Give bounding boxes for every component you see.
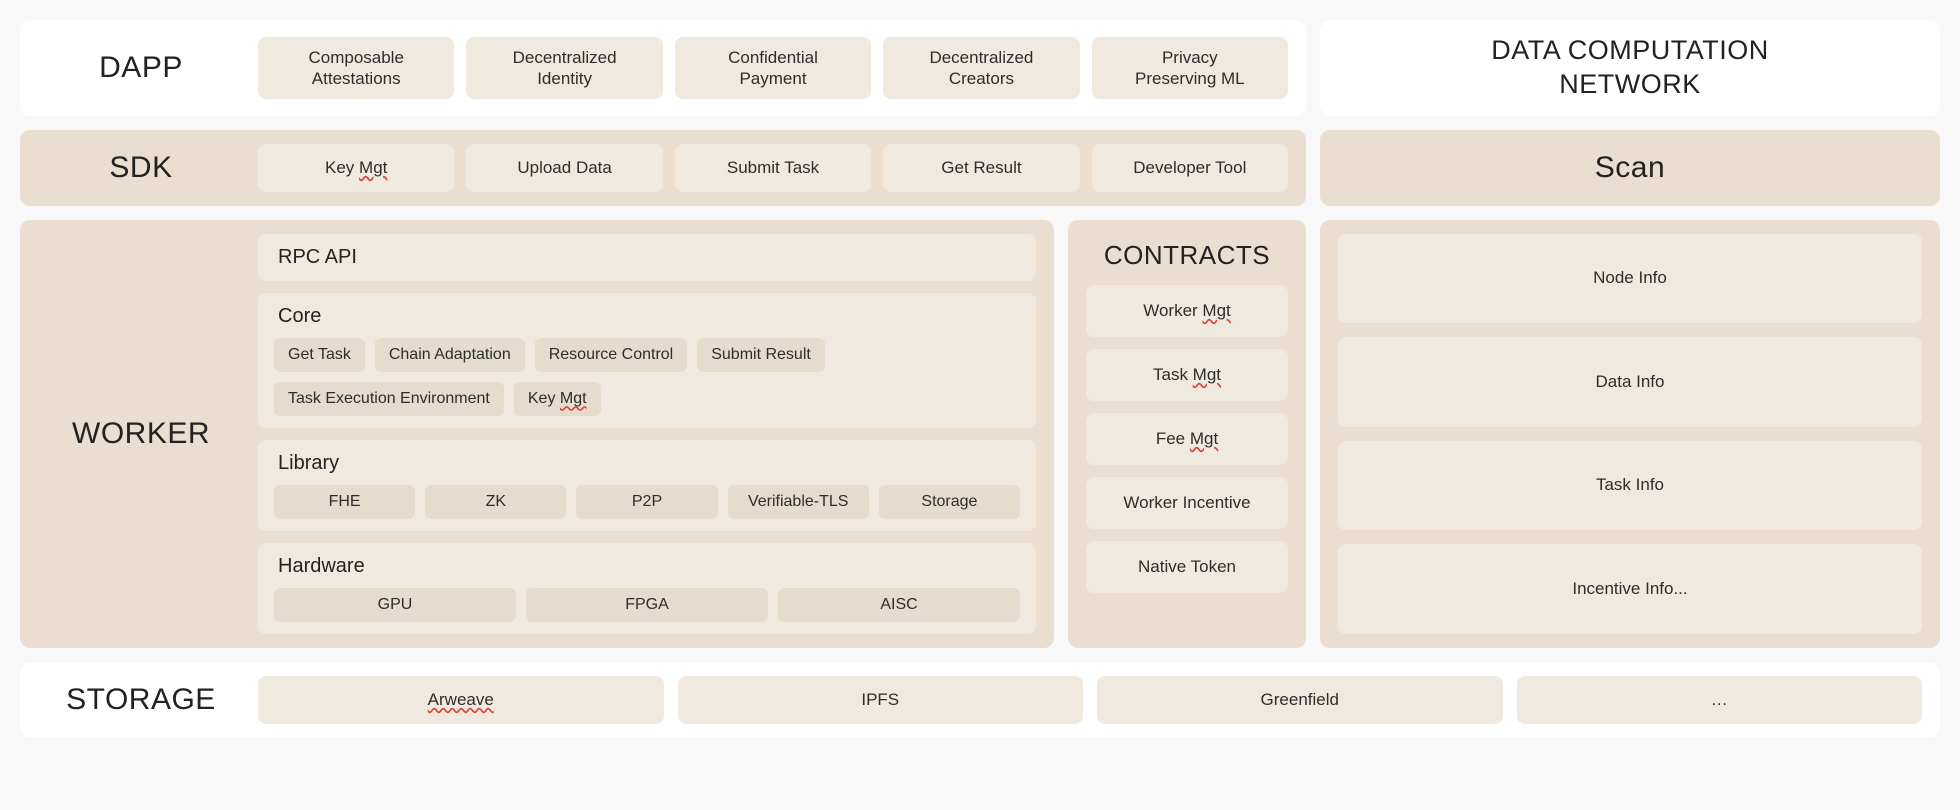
sdk-item: Developer Tool — [1092, 144, 1288, 192]
sdk-item: Upload Data — [466, 144, 662, 192]
core-item: Task Execution Environment — [274, 382, 504, 416]
core-item: Chain Adaptation — [375, 338, 525, 372]
dapp-panel: DAPP Composable Attestations Decentraliz… — [20, 20, 1306, 116]
scan-title: Scan — [1595, 151, 1665, 185]
scan-item: Node Info — [1338, 234, 1922, 324]
dcn-title: DATA COMPUTATION NETWORK — [1491, 34, 1769, 102]
worker-hardware: Hardware GPU FPGA AISC — [258, 543, 1036, 634]
sdk-item: Submit Task — [675, 144, 871, 192]
scan-item: Data Info — [1338, 337, 1922, 427]
library-title: Library — [274, 452, 1020, 475]
library-item: Storage — [879, 485, 1020, 519]
contracts-title: CONTRACTS — [1086, 234, 1288, 273]
dcn-panel: DATA COMPUTATION NETWORK — [1320, 20, 1940, 116]
worker-core: Core Get Task Chain Adaptation Resource … — [258, 293, 1036, 428]
dapp-item: Privacy Preserving ML — [1092, 37, 1288, 100]
contracts-item: Worker Incentive — [1086, 477, 1288, 529]
core-item: Get Task — [274, 338, 365, 372]
row-dapp-dcn: DAPP Composable Attestations Decentraliz… — [20, 20, 1940, 116]
worker-panel: WORKER RPC API Core Get Task Chain Adapt… — [20, 220, 1054, 648]
library-item: FHE — [274, 485, 415, 519]
storage-item: … — [1517, 676, 1923, 724]
scan-item: Incentive Info... — [1338, 544, 1922, 634]
storage-item-arweave: Arweave — [258, 676, 664, 724]
core-item: Submit Result — [697, 338, 825, 372]
storage-panel: STORAGE Arweave IPFS Greenfield … — [20, 662, 1940, 738]
rpc-title: RPC API — [274, 246, 1020, 269]
dapp-item: Confidential Payment — [675, 37, 871, 100]
sdk-items: Key Mgt Upload Data Submit Task Get Resu… — [258, 144, 1288, 192]
worker-rpc: RPC API — [258, 234, 1036, 281]
contracts-item: Task Mgt — [1086, 349, 1288, 401]
storage-title: STORAGE — [66, 683, 216, 717]
hardware-title: Hardware — [274, 555, 1020, 578]
row-sdk-scan: SDK Key Mgt Upload Data Submit Task Get … — [20, 130, 1940, 206]
row-worker-contracts-scan: WORKER RPC API Core Get Task Chain Adapt… — [20, 220, 1940, 648]
worker-label: WORKER — [38, 234, 244, 634]
core-item: Resource Control — [535, 338, 688, 372]
library-item: Verifiable-TLS — [728, 485, 869, 519]
hardware-item: FPGA — [526, 588, 768, 622]
worker-library: Library FHE ZK P2P Verifiable-TLS Storag… — [258, 440, 1036, 531]
dapp-title: DAPP — [99, 51, 183, 85]
hardware-item: GPU — [274, 588, 516, 622]
scan-label-panel: Scan — [1320, 130, 1940, 206]
worker-title: WORKER — [72, 417, 210, 451]
sdk-title: SDK — [109, 151, 172, 185]
dapp-item: Composable Attestations — [258, 37, 454, 100]
scan-items-panel: Node Info Data Info Task Info Incentive … — [1320, 220, 1940, 648]
sdk-item-key-mgt: Key Mgt — [258, 144, 454, 192]
scan-item: Task Info — [1338, 441, 1922, 531]
dapp-label: DAPP — [38, 51, 244, 85]
library-item: ZK — [425, 485, 566, 519]
core-items: Get Task Chain Adaptation Resource Contr… — [274, 338, 1020, 416]
sdk-panel: SDK Key Mgt Upload Data Submit Task Get … — [20, 130, 1306, 206]
storage-item: IPFS — [678, 676, 1084, 724]
sdk-label: SDK — [38, 151, 244, 185]
contracts-item: Native Token — [1086, 541, 1288, 593]
core-title: Core — [274, 305, 1020, 328]
dapp-items: Composable Attestations Decentralized Id… — [258, 37, 1288, 100]
core-item-key-mgt: Key Mgt — [514, 382, 601, 416]
contracts-item: Worker Mgt — [1086, 285, 1288, 337]
sdk-item: Get Result — [883, 144, 1079, 192]
dapp-item: Decentralized Creators — [883, 37, 1079, 100]
dapp-item: Decentralized Identity — [466, 37, 662, 100]
storage-items: Arweave IPFS Greenfield … — [258, 676, 1922, 724]
contracts-item: Fee Mgt — [1086, 413, 1288, 465]
hardware-item: AISC — [778, 588, 1020, 622]
worker-body: RPC API Core Get Task Chain Adaptation R… — [258, 234, 1036, 634]
storage-item: Greenfield — [1097, 676, 1503, 724]
library-items: FHE ZK P2P Verifiable-TLS Storage — [274, 485, 1020, 519]
contracts-panel: CONTRACTS Worker Mgt Task Mgt Fee Mgt Wo… — [1068, 220, 1306, 648]
hardware-items: GPU FPGA AISC — [274, 588, 1020, 622]
storage-label: STORAGE — [38, 683, 244, 717]
library-item: P2P — [576, 485, 717, 519]
